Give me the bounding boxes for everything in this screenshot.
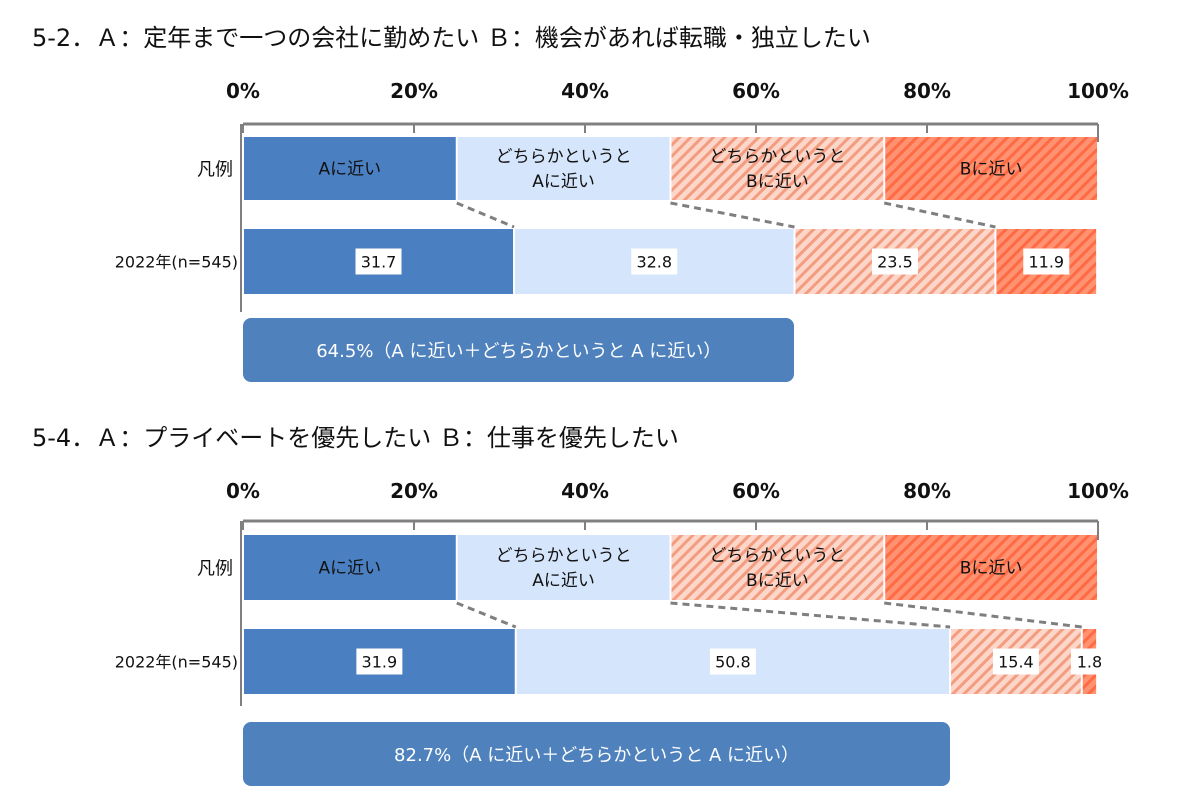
legend-label: Bに近い xyxy=(960,559,1023,579)
data-label-bg xyxy=(992,648,1039,675)
legend-label: どちらかというと xyxy=(496,147,632,167)
stacked-bar-chart: 0% 20% 40% 60% 80% 100% 凡例 Aに近い どちらかというと Aに近い どちらか… xyxy=(115,479,1129,706)
connector-line xyxy=(456,201,515,229)
legend-label: Aに近い xyxy=(319,559,382,579)
category-label: 2022年(n=545) xyxy=(115,653,238,672)
legend-swatch xyxy=(457,535,670,600)
x-tick-label: 40% xyxy=(561,79,609,103)
connector-line xyxy=(670,601,951,629)
legend-row-label: 凡例 xyxy=(197,559,233,580)
stacked-bar-chart: 0% 20% 40% 60% 80% 100% 凡例 Aに近い どちらかというと Aに近い どちらか… xyxy=(115,79,1129,312)
connector-line xyxy=(670,201,795,229)
data-label-bg xyxy=(1023,248,1070,275)
legend-swatch xyxy=(244,137,456,200)
data-label: 1.8 xyxy=(1077,653,1102,672)
x-tick-label: 0% xyxy=(226,479,260,503)
legend-swatch xyxy=(885,535,1097,600)
legend-label: Aに近い xyxy=(319,160,382,180)
data-label-bg xyxy=(709,648,756,675)
legend-swatch xyxy=(885,137,1097,200)
data-label: 11.9 xyxy=(1028,253,1064,272)
x-tick-label: 100% xyxy=(1067,79,1129,103)
legend-label: Bに近い xyxy=(746,172,809,192)
x-tick-label: 20% xyxy=(390,479,438,503)
data-label: 15.4 xyxy=(998,653,1034,672)
data-label-bg xyxy=(871,248,918,275)
connector-line xyxy=(883,201,996,229)
x-tick-label: 20% xyxy=(390,79,438,103)
legend-label: どちらかというと xyxy=(496,546,632,566)
category-label: 2022年(n=545) xyxy=(115,253,238,272)
chart-5-2: 5-2．Ａ：定年まで一つの会社に勤めたい Ｂ：機会があれば転職・独立したい 0%… xyxy=(0,0,1200,400)
connector-line xyxy=(456,601,517,629)
data-label-bg xyxy=(631,248,678,275)
x-tick-label: 40% xyxy=(561,479,609,503)
data-label-bg xyxy=(355,248,402,275)
legend-swatch xyxy=(671,137,884,200)
legend-label: Aに近い xyxy=(532,571,595,591)
legend-swatch xyxy=(671,535,884,600)
x-tick-label: 100% xyxy=(1067,479,1129,503)
data-label: 31.9 xyxy=(362,653,398,672)
x-tick-label: 60% xyxy=(732,479,780,503)
data-label: 32.8 xyxy=(636,253,672,272)
connector-line xyxy=(884,601,1082,629)
summary-box: 82.7%（A に近い＋どちらかというと A に近い） xyxy=(243,722,951,786)
data-label: 23.5 xyxy=(877,253,913,272)
legend-label: どちらかというと xyxy=(709,546,845,566)
x-tick-label: 60% xyxy=(732,79,780,103)
chart-title: 5-4．Ａ：プライベートを優先したい Ｂ：仕事を優先したい xyxy=(32,424,679,452)
chart-5-4: 5-4．Ａ：プライベートを優先したい Ｂ：仕事を優先したい 0% 20% 40% 60… xyxy=(0,400,1200,806)
legend-swatch xyxy=(457,137,670,200)
data-label: 31.7 xyxy=(361,253,397,272)
legend-swatch xyxy=(244,535,456,600)
chart-title: 5-2．Ａ：定年まで一つの会社に勤めたい Ｂ：機会があれば転職・独立したい xyxy=(32,24,871,52)
legend-label: どちらかというと xyxy=(709,147,845,167)
legend-label: Bに近い xyxy=(746,571,809,591)
x-tick-label: 80% xyxy=(903,479,951,503)
legend-label: Bに近い xyxy=(960,160,1023,180)
legend-label: Aに近い xyxy=(532,172,595,192)
data-label-bg xyxy=(356,648,403,675)
legend-row-label: 凡例 xyxy=(197,160,233,181)
x-tick-label: 0% xyxy=(226,79,260,103)
x-tick-label: 80% xyxy=(903,79,951,103)
data-label: 50.8 xyxy=(715,653,751,672)
data-label-bg xyxy=(1070,648,1108,675)
summary-box: 64.5%（A に近い＋どちらかというと A に近い） xyxy=(243,318,795,382)
